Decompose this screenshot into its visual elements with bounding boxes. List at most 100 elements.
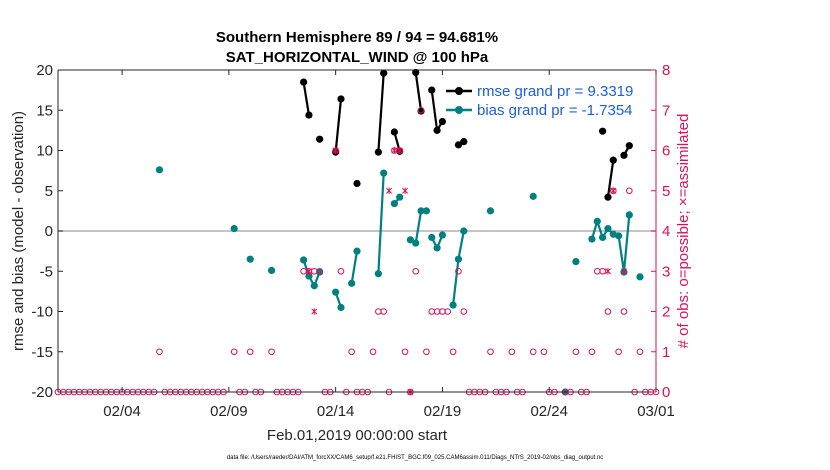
y-tick-label-right: 5: [662, 183, 670, 200]
bias-point: [454, 255, 463, 263]
bias-point: [449, 301, 457, 309]
rmse-line: [414, 72, 423, 112]
y-tick-label-right: 2: [662, 304, 670, 321]
bias-point: [374, 270, 382, 278]
obs-possible-marker: [268, 348, 275, 356]
rmse-point: [380, 69, 388, 77]
obs-possible-marker: [620, 308, 628, 315]
obs-possible-marker: [604, 308, 612, 315]
legend: rmse grand pr = 9.3319 bias grand pr = -…: [446, 83, 633, 119]
rmse-point: [390, 128, 398, 136]
obs-possible-marker: [626, 187, 633, 195]
bias-point: [438, 231, 447, 239]
bias-point: [572, 257, 580, 266]
rmse-point: [316, 135, 324, 143]
rmse-point: [433, 126, 441, 134]
bias-point: [625, 211, 633, 219]
bias-point: [428, 233, 436, 242]
x-tick-label: 02/09: [210, 403, 248, 420]
obs-possible-marker: [449, 348, 457, 356]
rmse-point: [305, 111, 313, 119]
y-tick-label-right: 1: [662, 344, 670, 361]
bias-point: [460, 227, 468, 235]
y-tick-label-left: 5: [45, 183, 53, 200]
rmse-point: [460, 138, 468, 146]
y-tick-label-left: -15: [31, 344, 53, 361]
obs-possible-marker: [540, 348, 548, 356]
bias-point: [588, 235, 596, 243]
obs-assimilated-marker: [621, 268, 627, 275]
x-tick-label: 02/19: [424, 403, 462, 420]
bias-point: [636, 273, 644, 281]
obs-possible-marker: [230, 348, 238, 356]
data-file-footer: data file: /Users/raeder/DAI/ATM_forcXX/…: [227, 455, 603, 461]
y-tick-label-left: -20: [31, 384, 53, 401]
bias-point: [486, 207, 495, 215]
rmse-point: [609, 156, 617, 164]
bias-line: [350, 250, 359, 284]
bias-line: [302, 259, 321, 289]
obs-possible-marker: [401, 348, 409, 356]
rmse-point: [300, 78, 308, 86]
rmse-line: [606, 160, 615, 198]
y-tick-label-left: -5: [40, 263, 53, 280]
bias-point: [422, 207, 431, 215]
obs-possible-marker: [156, 348, 163, 356]
bias-point: [615, 232, 623, 240]
obs-possible-marker: [316, 267, 323, 275]
bias-point: [332, 288, 340, 296]
y-tick-label-left: 20: [36, 62, 53, 79]
legend-bias-marker: [455, 106, 463, 114]
obs-assimilated-marker: [391, 147, 398, 154]
obs-assimilated-marker: [610, 187, 617, 194]
y-tick-label-left: 15: [36, 102, 53, 119]
obs-assimilated-marker: [396, 147, 403, 154]
obs-possible-marker: [423, 348, 430, 356]
legend-rmse-label: rmse grand pr = 9.3319: [477, 83, 633, 100]
bias-point: [593, 217, 601, 225]
x-tick-label: 02/14: [317, 403, 355, 420]
bias-point: [310, 282, 318, 290]
obs-assimilated-marker: [305, 268, 312, 275]
y-tick-label-left: -10: [31, 304, 53, 321]
obs-possible-marker: [460, 308, 468, 315]
obs-possible-marker: [599, 267, 606, 275]
y-tick-label-right: 6: [662, 143, 670, 160]
bias-point: [337, 303, 345, 312]
obs-assimilated-marker: [402, 187, 409, 194]
rmse-point: [353, 179, 361, 188]
obs-possible-marker: [636, 348, 644, 356]
y-tick-label-right: 8: [662, 62, 670, 79]
rmse-point: [604, 193, 612, 201]
obs-possible-marker: [369, 348, 377, 356]
bias-point: [305, 272, 313, 280]
obs-possible-marker: [444, 308, 452, 315]
obs-possible-marker: [417, 106, 425, 114]
rmse-point: [438, 117, 447, 126]
x-tick-label: 03/01: [637, 403, 675, 420]
rmse-line: [302, 81, 311, 116]
bias-point: [267, 266, 276, 275]
obs-possible-marker: [455, 267, 462, 275]
x-tick-label: 02/24: [530, 403, 568, 420]
y-tick-label-right: 0: [662, 384, 670, 401]
obs-possible-marker: [412, 267, 420, 275]
bias-point: [417, 207, 425, 215]
bias-point: [604, 224, 612, 233]
bias-point: [230, 224, 238, 233]
y-tick-label-right: 4: [662, 223, 670, 240]
obs-possible-marker: [508, 348, 516, 356]
legend-rmse-marker: [455, 87, 463, 95]
rmse-point: [374, 148, 382, 156]
chart-title-line2: SAT_HORIZONTAL_WIND @ 100 hPa: [226, 49, 489, 66]
y-tick-label-left: 0: [45, 223, 53, 240]
obs-possible-marker: [348, 348, 355, 356]
obs-possible-marker: [615, 348, 622, 356]
bias-point: [529, 192, 537, 200]
obs-assimilated-marker: [604, 268, 611, 275]
obs-assimilated-marker: [332, 147, 339, 154]
rmse-point: [454, 141, 463, 149]
chart-title-line1: Southern Hemisphere 89 / 94 = 94.681%: [216, 29, 498, 46]
rmse-line: [334, 98, 343, 153]
